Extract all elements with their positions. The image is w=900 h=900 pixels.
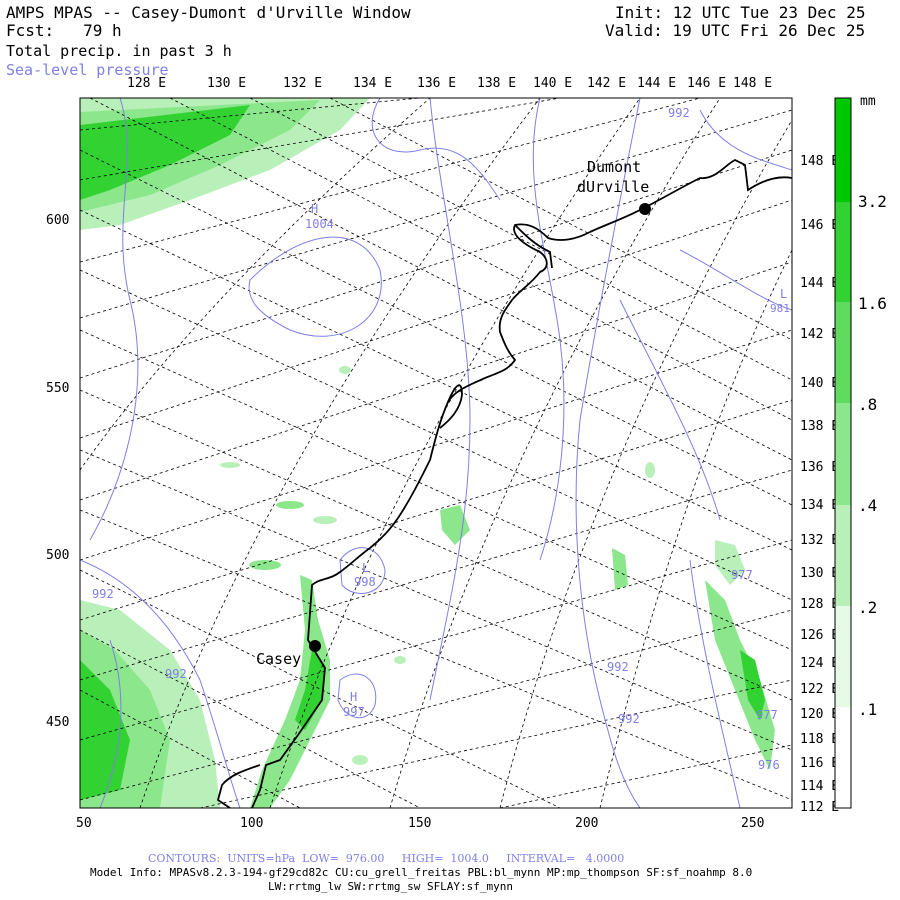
left-tick-label: 600 <box>46 213 70 228</box>
right-lon-label: 138 E <box>800 419 840 434</box>
high-value: 997 <box>343 705 365 719</box>
forecast-value: 79 h <box>83 21 122 40</box>
right-lon-label: 112 E <box>800 800 840 815</box>
right-lon-label: 146 E <box>800 218 840 233</box>
right-lon-label: 126 E <box>800 628 840 643</box>
casey-label: Casey <box>256 650 302 668</box>
high-label: H <box>350 690 358 704</box>
valid-time: Valid: 19 UTC Fri 26 Dec 25 <box>605 21 866 40</box>
bottom-tick-label: 200 <box>575 816 599 831</box>
top-lon-label: 132 E <box>283 76 323 91</box>
colorbar <box>834 97 852 809</box>
high-label: H <box>311 202 319 216</box>
overlay-name: Sea-level pressure <box>6 61 169 79</box>
low-label: L <box>780 287 788 301</box>
map-frame <box>79 97 793 809</box>
contour-label: 976 <box>758 758 780 772</box>
model-info: Model Info: MPASv8.2.3-194-gf29cd82c CU:… <box>90 866 753 879</box>
low-value: 981 <box>770 302 790 315</box>
top-lon-label: 128 E <box>127 76 167 91</box>
left-tick-label: 550 <box>46 381 70 396</box>
precip-shading <box>80 98 775 808</box>
right-lon-label: 122 E <box>800 682 840 697</box>
dumont-station-marker <box>639 203 651 215</box>
dumont-label-line2: dUrville <box>577 178 650 196</box>
top-lon-label: 140 E <box>533 76 573 91</box>
contour-label: 992 <box>92 587 114 601</box>
forecast-label: Fcst: <box>6 21 55 40</box>
dumont-label-line1: Dumont <box>587 158 642 176</box>
top-lon-label: 138 E <box>477 76 517 91</box>
right-lon-label: 140 E <box>800 376 840 391</box>
contour-label: 992 <box>668 106 690 120</box>
right-lon-label: 136 E <box>800 460 840 475</box>
contour-label: 992 <box>618 712 640 726</box>
high-value: 1004 <box>305 217 334 231</box>
map-title: AMPS MPAS -- Casey-Dumont d'Urville Wind… <box>6 3 411 22</box>
bottom-tick-label: 100 <box>240 816 264 831</box>
contour-label: 977 <box>731 568 753 582</box>
casey-station-marker <box>309 640 321 652</box>
right-lon-label: 116 E <box>800 756 840 771</box>
right-lon-label: 114 E <box>800 779 840 794</box>
top-lon-label: 134 E <box>353 76 393 91</box>
right-lon-label: 118 E <box>800 732 840 747</box>
right-lon-label: 148 E <box>800 154 840 169</box>
model-info-line2: LW:rrtmg_lw SW:rrtmg_sw SFLAY:sf_mynn <box>268 880 514 893</box>
low-value: 998 <box>354 575 376 589</box>
contours-info: CONTOURS: UNITS=hPa LOW= 976.00 HIGH= 10… <box>148 852 625 865</box>
bottom-tick-label: 50 <box>76 816 92 831</box>
top-lon-label: 136 E <box>417 76 457 91</box>
bottom-tick-label: 150 <box>408 816 432 831</box>
right-lon-label: 124 E <box>800 656 840 671</box>
colorbar-unit: mm <box>860 94 876 109</box>
colorbar-level: .4 <box>858 496 878 515</box>
low-label: L <box>362 561 370 575</box>
right-lon-label: 120 E <box>800 707 840 722</box>
init-time: Init: 12 UTC Tue 23 Dec 25 <box>615 3 866 22</box>
right-lon-label: 142 E <box>800 327 840 342</box>
contour-label: 977 <box>756 708 778 722</box>
colorbar-level: .2 <box>858 598 878 617</box>
right-lon-label: 144 E <box>800 276 840 291</box>
colorbar-level: .1 <box>858 700 878 719</box>
top-lon-label: 146 E <box>687 76 727 91</box>
field-name: Total precip. in past 3 h <box>6 42 232 60</box>
colorbar-level: 1.6 <box>858 294 887 313</box>
contour-label: 992 <box>607 660 629 674</box>
left-tick-label: 450 <box>46 715 70 730</box>
bottom-tick-label: 250 <box>741 816 765 831</box>
right-lon-label: 130 E <box>800 566 840 581</box>
right-lon-label: 132 E <box>800 533 840 548</box>
colorbar-level: .8 <box>858 395 878 414</box>
top-lon-label: 142 E <box>587 76 627 91</box>
latlon-grid <box>80 98 792 808</box>
top-lon-label: 130 E <box>207 76 247 91</box>
contour-label: 992 <box>165 667 187 681</box>
left-tick-label: 500 <box>46 548 70 563</box>
right-lon-label: 128 E <box>800 597 840 612</box>
pressure-contours <box>80 98 792 808</box>
colorbar-level: 3.2 <box>858 192 887 211</box>
forecast-hour: Fcst: 79 h <box>6 22 122 40</box>
top-lon-label: 144 E <box>637 76 677 91</box>
right-lon-label: 134 E <box>800 498 840 513</box>
coastline <box>216 158 792 808</box>
top-lon-label: 148 E <box>733 76 773 91</box>
